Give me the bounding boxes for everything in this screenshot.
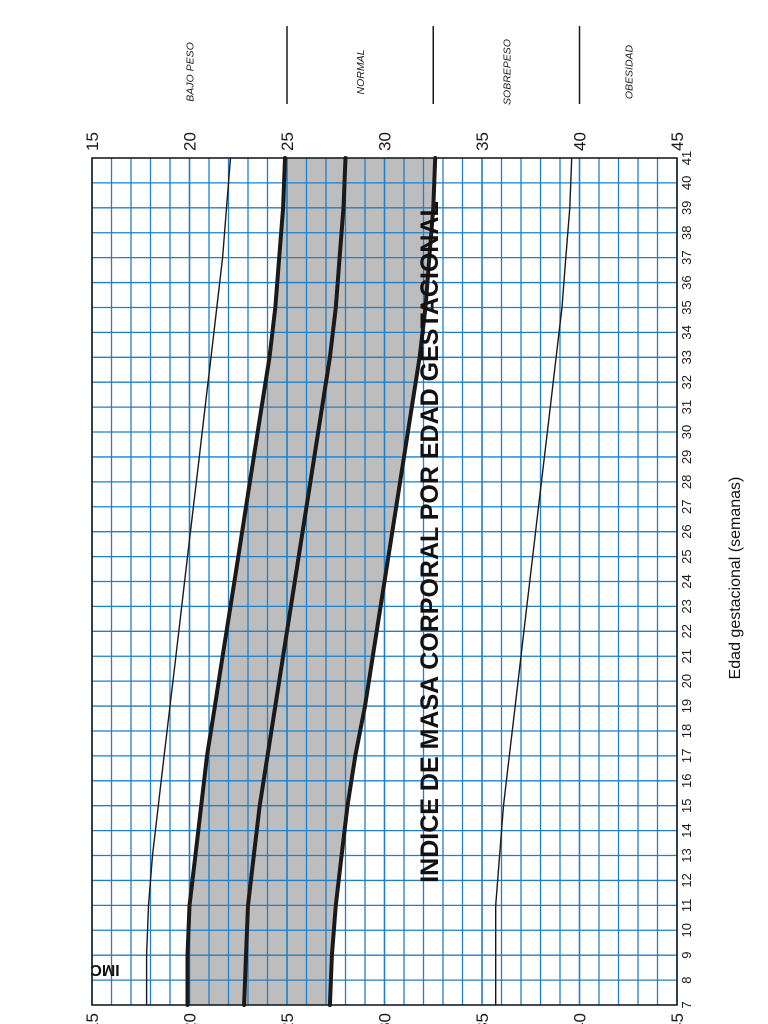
week-tick-label: 41 xyxy=(679,151,694,165)
series-line-4 xyxy=(327,156,438,1007)
series-group xyxy=(145,156,573,1007)
category-labels: OBESIDAD SOBREPESO NORMAL BAJO PESO xyxy=(185,26,635,105)
week-tick-label: 24 xyxy=(679,574,694,588)
week-tick-label: 28 xyxy=(679,475,694,489)
week-tick-label: 37 xyxy=(679,250,694,264)
week-tick-label: 33 xyxy=(679,350,694,364)
imc-tick-label-bottom: 40 xyxy=(571,1013,590,1024)
tick-labels: 15 15 20 20 25 25 30 30 35 35 40 40 45 45 7 8 9 10 11 12 13 1… xyxy=(83,132,694,1024)
imc-tick-label-bottom: 25 xyxy=(278,1013,297,1024)
imc-tick-label-top: 35 xyxy=(473,132,492,151)
category-label: SOBREPESO xyxy=(501,39,513,105)
imc-tick-label-top: 40 xyxy=(571,132,590,151)
plot-border xyxy=(91,157,678,1006)
week-tick-label: 11 xyxy=(679,899,694,913)
imc-tick-label-bottom: 45 xyxy=(668,1013,687,1024)
week-tick-label: 27 xyxy=(679,500,694,514)
week-tick-label: 17 xyxy=(679,749,694,763)
week-tick-label: 30 xyxy=(679,425,694,439)
series-line-5 xyxy=(495,157,573,1006)
week-tick-label: 32 xyxy=(679,375,694,389)
week-tick-label: 16 xyxy=(679,774,694,788)
week-tick-label: 12 xyxy=(679,873,694,887)
series-line-1 xyxy=(145,157,232,1006)
imc-tick-label-bottom: 30 xyxy=(376,1013,395,1024)
week-tick-label: 20 xyxy=(679,674,694,688)
chart-title: INDICE DE MASA CORPORAL POR EDAD GESTACI… xyxy=(416,201,444,883)
imc-tick-label-top: 20 xyxy=(181,132,200,151)
week-tick-label: 22 xyxy=(679,624,694,638)
week-tick-label: 21 xyxy=(679,649,694,663)
category-label: OBESIDAD xyxy=(623,44,635,99)
y-axis-label: IMC xyxy=(90,961,120,978)
week-tick-label: 23 xyxy=(679,599,694,613)
imc-tick-label-top: 30 xyxy=(376,132,395,151)
week-tick-label: 38 xyxy=(679,226,694,240)
week-tick-label: 7 xyxy=(679,1001,694,1008)
week-tick-label: 34 xyxy=(679,325,694,339)
week-tick-label: 15 xyxy=(679,798,694,812)
series-line-3 xyxy=(242,156,348,1007)
week-tick-label: 29 xyxy=(679,450,694,464)
week-tick-label: 31 xyxy=(679,400,694,414)
imc-tick-label-bottom: 15 xyxy=(83,1013,102,1024)
week-tick-label: 18 xyxy=(679,724,694,738)
week-tick-label: 13 xyxy=(679,848,694,862)
imc-tick-label-bottom: 20 xyxy=(181,1013,200,1024)
week-tick-label: 36 xyxy=(679,275,694,289)
week-tick-label: 40 xyxy=(679,176,694,190)
category-label: NORMAL xyxy=(355,49,367,94)
week-tick-label: 39 xyxy=(679,201,694,215)
week-tick-label: 25 xyxy=(679,549,694,563)
imc-tick-label-top: 15 xyxy=(83,132,102,151)
week-tick-label: 19 xyxy=(679,699,694,713)
x-axis-label: Edad gestacional (semanas) xyxy=(727,477,744,680)
week-tick-label: 35 xyxy=(679,300,694,314)
category-label: BAJO PESO xyxy=(185,42,197,102)
imc-tick-label-top: 25 xyxy=(278,132,297,151)
week-tick-label: 26 xyxy=(679,524,694,538)
week-tick-label: 9 xyxy=(679,952,694,959)
imc-tick-label-top: 45 xyxy=(668,132,687,151)
series-line-2 xyxy=(185,156,287,1007)
week-tick-label: 14 xyxy=(679,823,694,837)
week-tick-label: 10 xyxy=(679,923,694,937)
imc-tick-label-bottom: 35 xyxy=(473,1013,492,1024)
week-tick-label: 8 xyxy=(679,976,694,983)
grid xyxy=(91,157,678,1006)
